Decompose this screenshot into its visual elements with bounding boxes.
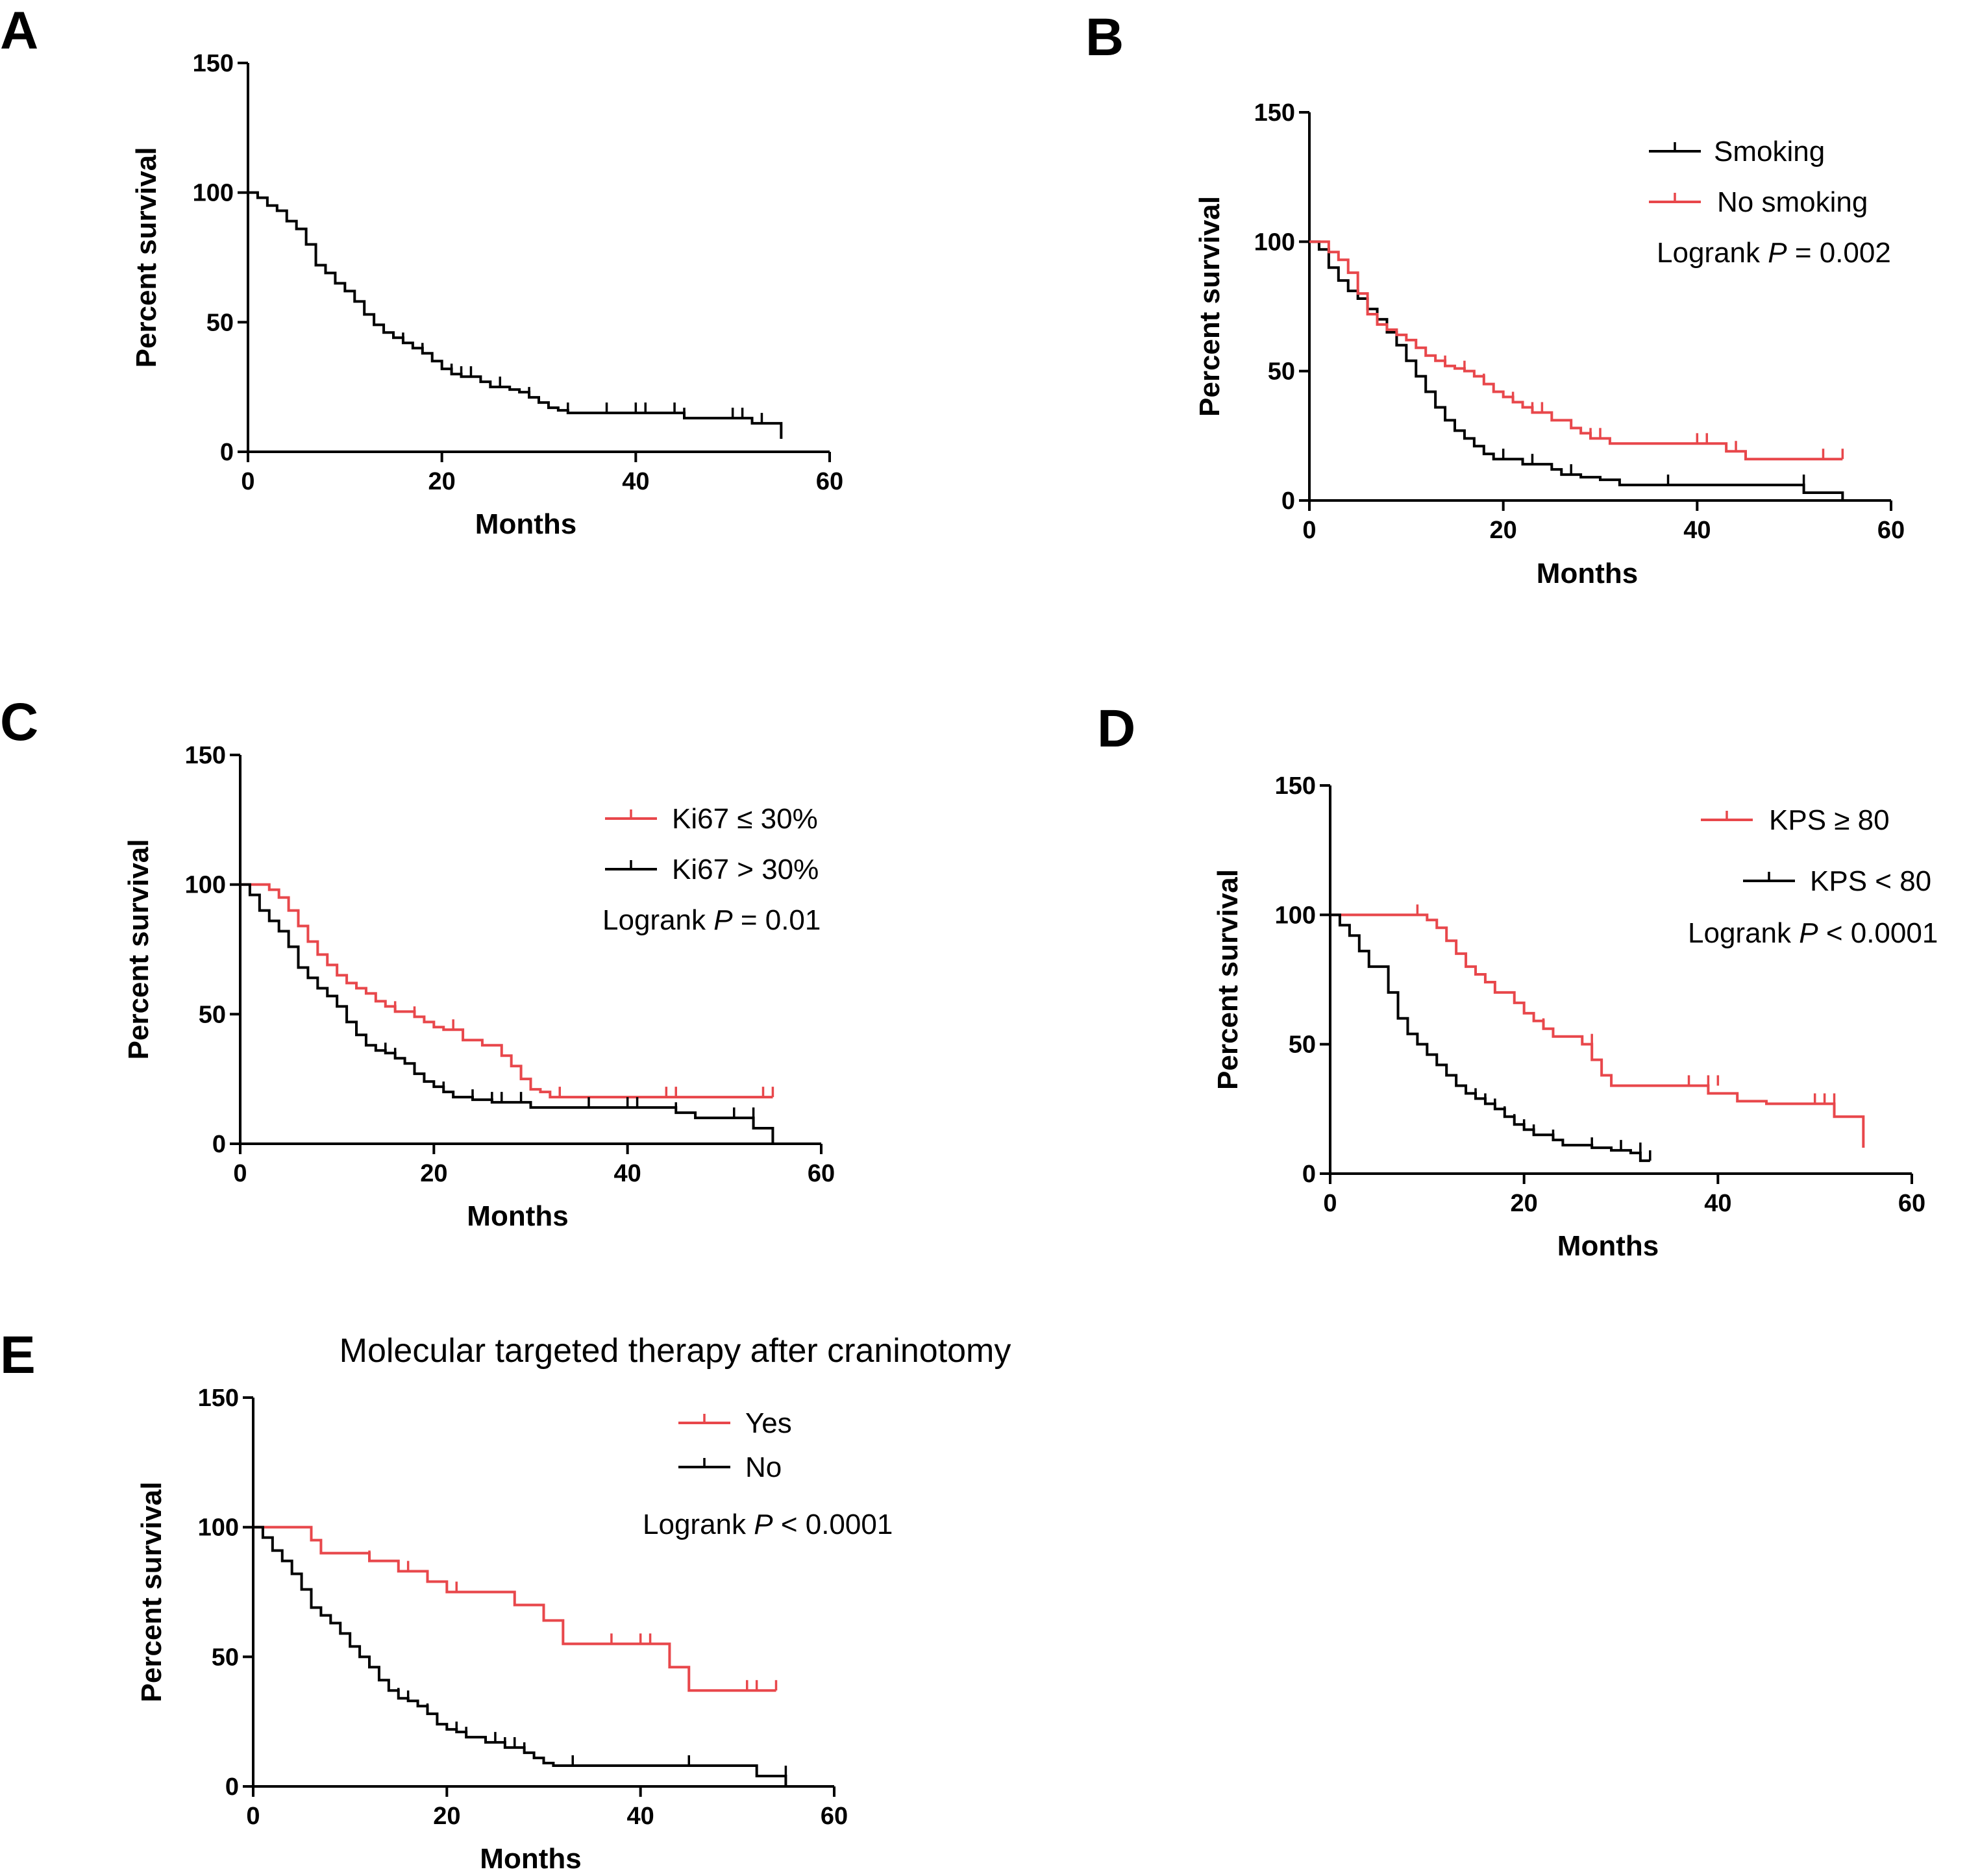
x-axis-title: Months [475, 508, 576, 540]
x-axis-title: Months [467, 1200, 568, 1232]
legend-label: Ki67 > 30% [672, 854, 819, 885]
y-tick-label: 0 [225, 1773, 239, 1801]
x-axis-title: Months [480, 1843, 581, 1875]
y-tick-label: 150 [1275, 772, 1316, 800]
x-tick-label: 20 [420, 1160, 447, 1187]
x-tick-label: 0 [1302, 517, 1316, 544]
x-tick-label: 40 [614, 1160, 641, 1187]
y-tick-label: 0 [1302, 1161, 1316, 1188]
y-tick-label: 0 [1281, 488, 1295, 515]
y-tick-label: 50 [199, 1001, 226, 1028]
survival-curve-yes [253, 1525, 776, 1692]
panel-a: A 0 50 100 150 0 20 40 60 Months Percent survival [0, 1, 843, 540]
y-axis-title: Percent survival [123, 839, 155, 1060]
y-tick-label: 100 [198, 1514, 239, 1542]
legend-label: Yes [745, 1407, 792, 1439]
logrank-annotation: Logrank P = 0.01 [602, 904, 821, 936]
legend-label: No smoking [1717, 186, 1868, 218]
x-tick-label: 0 [1323, 1190, 1337, 1217]
y-tick-label: 150 [198, 1385, 239, 1412]
x-tick-label: 60 [816, 468, 843, 495]
x-tick-label: 0 [241, 468, 254, 495]
x-tick-label: 40 [1683, 517, 1711, 544]
y-tick-label: 150 [193, 50, 234, 77]
x-tick-label: 60 [1898, 1190, 1925, 1217]
y-tick-label: 150 [185, 742, 226, 769]
x-tick-label: 40 [1704, 1190, 1731, 1217]
survival-curve-kps-80 [1330, 913, 1650, 1163]
x-tick-label: 60 [808, 1160, 835, 1187]
logrank-annotation: Logrank P < 0.0001 [1688, 917, 1938, 949]
x-tick-label: 20 [1490, 517, 1517, 544]
y-tick-label: 50 [206, 309, 234, 336]
y-tick-label: 100 [193, 180, 234, 207]
y-tick-label: 50 [212, 1644, 239, 1671]
logrank-annotation: Logrank P < 0.0001 [643, 1509, 893, 1540]
survival-curve-no-smoking [1309, 240, 1843, 461]
x-tick-label: 20 [433, 1803, 460, 1830]
y-axis-title: Percent survival [130, 147, 162, 368]
legend-label: Smoking [1714, 136, 1825, 167]
panel-title: Molecular targeted therapy after cranino… [340, 1332, 1011, 1370]
y-tick-label: 100 [1254, 228, 1295, 256]
logrank-annotation: Logrank P = 0.002 [1657, 237, 1891, 269]
x-tick-label: 0 [233, 1160, 247, 1187]
survival-curve-all-patients [248, 191, 783, 439]
panel-letter: A [0, 1, 38, 60]
y-tick-label: 0 [220, 439, 234, 466]
survival-curve-smoking [1309, 240, 1844, 500]
y-axis-title: Percent survival [1212, 869, 1244, 1090]
x-tick-label: 20 [428, 468, 456, 495]
x-tick-label: 40 [627, 1803, 654, 1830]
legend-label: KPS < 80 [1810, 865, 1931, 897]
legend-label: KPS ≥ 80 [1769, 804, 1890, 836]
legend-label: Ki67 ≤ 30% [672, 803, 818, 835]
survival-curve-ki67-30- [240, 883, 773, 1099]
x-axis-title: Months [1537, 558, 1638, 589]
panel-c: C 0 50 100 150 0 20 40 60 Months Percent survival K… [0, 693, 835, 1232]
y-tick-label: 50 [1289, 1031, 1316, 1059]
y-tick-label: 100 [1275, 902, 1316, 929]
panel-letter: B [1085, 8, 1124, 67]
panel-d: D 0 50 100 150 0 20 40 60 Months Percent survival K… [1097, 699, 1938, 1262]
panel-letter: D [1097, 699, 1135, 758]
panel-e: E Molecular targeted therapy after cranin… [0, 1326, 1011, 1875]
x-axis-title: Months [1557, 1230, 1659, 1262]
panel-b: B 0 50 100 150 0 20 40 60 Months Percent survival S… [1085, 8, 1905, 589]
x-tick-label: 0 [246, 1803, 260, 1830]
y-tick-label: 150 [1254, 99, 1295, 127]
panel-letter: C [0, 693, 38, 752]
y-tick-label: 0 [212, 1131, 226, 1158]
x-tick-label: 20 [1511, 1190, 1538, 1217]
x-tick-label: 60 [821, 1803, 848, 1830]
survival-curve-kps-80 [1330, 913, 1865, 1148]
x-tick-label: 60 [1877, 517, 1905, 544]
legend-label: No [745, 1451, 782, 1483]
panel-letter: E [0, 1326, 36, 1385]
survival-curve-no [253, 1525, 787, 1786]
y-tick-label: 100 [185, 872, 226, 899]
y-tick-label: 50 [1268, 358, 1295, 386]
y-axis-title: Percent survival [136, 1482, 167, 1703]
y-axis-title: Percent survival [1194, 196, 1226, 417]
x-tick-label: 40 [622, 468, 649, 495]
